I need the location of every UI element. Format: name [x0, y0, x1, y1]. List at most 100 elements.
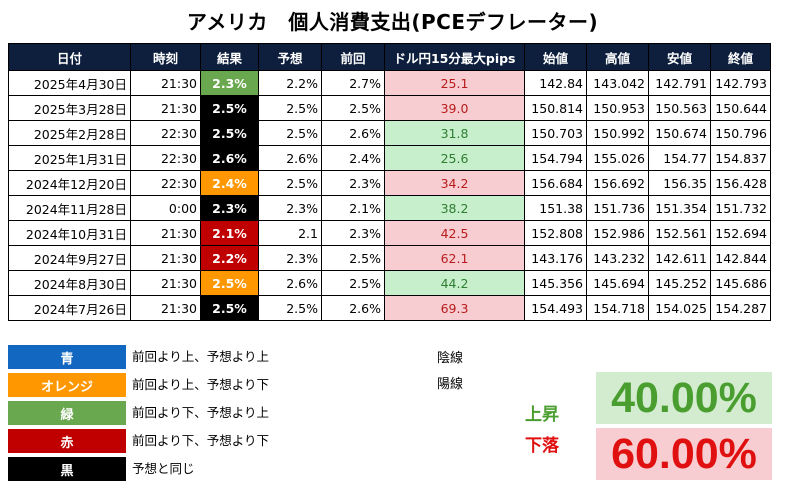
up-percentage-value: 40.00%	[611, 373, 757, 422]
date-cell: 2024年12月20日	[8, 170, 131, 196]
date-cell: 2024年9月27日	[8, 245, 131, 271]
table-row: 2024年8月30日 21:30 2.5% 2.6% 2.5% 44.2 145.356 14…	[8, 270, 771, 296]
bear-candle-label: 陰線	[436, 350, 463, 366]
high-cell: 152.986	[586, 220, 649, 246]
bear-candle-legend: 陰線	[380, 345, 520, 367]
table-row: 2024年12月20日 22:30 2.4% 2.5% 2.3% 34.2 156.684 1…	[8, 170, 771, 196]
forecast-cell: 2.6%	[258, 270, 322, 296]
open-cell: 156.684	[524, 170, 587, 196]
open-cell: 142.84	[524, 70, 587, 96]
previous-cell: 2.4%	[321, 145, 385, 171]
previous-cell: 2.5%	[321, 270, 385, 296]
table-header-row: 日付 時刻 結果 予想 前回 ドル円15分最大pips 始値 高値 安値 終値	[8, 43, 771, 71]
bull-candle-legend: 陽線	[380, 371, 520, 393]
close-cell: 142.793	[710, 70, 771, 96]
previous-cell: 2.3%	[321, 220, 385, 246]
table-row: 2024年7月26日 21:30 2.5% 2.5% 2.6% 69.3 154.493 15…	[8, 295, 771, 321]
time-cell: 22:30	[130, 145, 201, 171]
low-cell: 150.563	[648, 95, 711, 121]
previous-cell: 2.5%	[321, 95, 385, 121]
header-previous: 前回	[321, 43, 385, 71]
forecast-cell: 2.5%	[258, 95, 322, 121]
bull-candle-label: 陽線	[436, 376, 463, 392]
high-cell: 154.718	[586, 295, 649, 321]
time-cell: 22:30	[130, 170, 201, 196]
forecast-cell: 2.5%	[258, 170, 322, 196]
legend-swatch-black: 黒	[8, 457, 126, 481]
high-cell: 145.694	[586, 270, 649, 296]
open-cell: 145.356	[524, 270, 587, 296]
result-cell: 2.4%	[200, 170, 259, 196]
open-cell: 150.814	[524, 95, 587, 121]
time-cell: 21:30	[130, 220, 201, 246]
pips-cell: 31.8	[384, 120, 525, 146]
legend-description: 予想と同じ	[132, 461, 195, 476]
pips-cell: 39.0	[384, 95, 525, 121]
down-percentage: 60.00%	[596, 428, 772, 480]
date-cell: 2025年2月28日	[8, 120, 131, 146]
close-cell: 154.837	[710, 145, 771, 171]
header-high: 高値	[586, 43, 649, 71]
date-cell: 2024年11月28日	[8, 195, 131, 221]
legend-swatch-green: 緑	[8, 401, 126, 425]
result-cell: 2.5%	[200, 95, 259, 121]
time-cell: 21:30	[130, 95, 201, 121]
legend-swatch-red: 赤	[8, 429, 126, 453]
date-cell: 2025年1月31日	[8, 145, 131, 171]
forecast-cell: 2.5%	[258, 295, 322, 321]
legend-description: 前回より下、予想より上	[132, 405, 270, 420]
low-cell: 154.025	[648, 295, 711, 321]
low-cell: 151.354	[648, 195, 711, 221]
high-cell: 151.736	[586, 195, 649, 221]
previous-cell: 2.7%	[321, 70, 385, 96]
close-cell: 152.694	[710, 220, 771, 246]
open-cell: 152.808	[524, 220, 587, 246]
low-cell: 154.77	[648, 145, 711, 171]
open-cell: 143.176	[524, 245, 587, 271]
header-pips: ドル円15分最大pips	[384, 43, 525, 71]
time-cell: 21:30	[130, 70, 201, 96]
table-row: 2025年1月31日 22:30 2.6% 2.6% 2.4% 25.6 154.794 15…	[8, 145, 771, 171]
forecast-cell: 2.3%	[258, 195, 322, 221]
legend-description: 前回より下、予想より下	[132, 433, 270, 448]
previous-cell: 2.6%	[321, 295, 385, 321]
pips-cell: 25.1	[384, 70, 525, 96]
header-result: 結果	[200, 43, 259, 71]
low-cell: 152.561	[648, 220, 711, 246]
open-cell: 154.493	[524, 295, 587, 321]
time-cell: 0:00	[130, 195, 201, 221]
forecast-cell: 2.1	[258, 220, 322, 246]
table-body: 2025年4月30日 21:30 2.3% 2.2% 2.7% 25.1 142.84 143…	[8, 70, 771, 321]
legend-swatch-orange: オレンジ	[8, 373, 126, 397]
legend-description: 前回より上、予想より下	[132, 377, 270, 392]
result-cell: 2.6%	[200, 145, 259, 171]
pips-cell: 62.1	[384, 245, 525, 271]
low-cell: 145.252	[648, 270, 711, 296]
header-forecast: 予想	[258, 43, 322, 71]
table-row: 2025年4月30日 21:30 2.3% 2.2% 2.7% 25.1 142.84 143…	[8, 70, 771, 96]
high-cell: 143.232	[586, 245, 649, 271]
result-cell: 2.5%	[200, 120, 259, 146]
header-low: 安値	[648, 43, 711, 71]
close-cell: 145.686	[710, 270, 771, 296]
header-close: 終値	[710, 43, 771, 71]
result-cell: 2.5%	[200, 270, 259, 296]
forecast-cell: 2.6%	[258, 145, 322, 171]
table-row: 2025年3月28日 21:30 2.5% 2.5% 2.5% 39.0 150.814 15…	[8, 95, 771, 121]
high-cell: 150.992	[586, 120, 649, 146]
result-cell: 2.3%	[200, 70, 259, 96]
result-cell: 2.1%	[200, 220, 259, 246]
date-cell: 2024年7月26日	[8, 295, 131, 321]
table-row: 2025年2月28日 22:30 2.5% 2.5% 2.6% 31.8 150.703 15…	[8, 120, 771, 146]
down-percentage-value: 60.00%	[611, 429, 757, 478]
high-cell: 155.026	[586, 145, 649, 171]
previous-cell: 2.6%	[321, 120, 385, 146]
up-percentage: 40.00%	[596, 372, 772, 424]
close-cell: 154.287	[710, 295, 771, 321]
date-cell: 2024年8月30日	[8, 270, 131, 296]
legend-swatch-blue: 青	[8, 345, 126, 369]
table-row: 2024年10月31日 21:30 2.1% 2.1 2.3% 42.5 152.808 15…	[8, 220, 771, 246]
open-cell: 150.703	[524, 120, 587, 146]
previous-cell: 2.5%	[321, 245, 385, 271]
previous-cell: 2.1%	[321, 195, 385, 221]
